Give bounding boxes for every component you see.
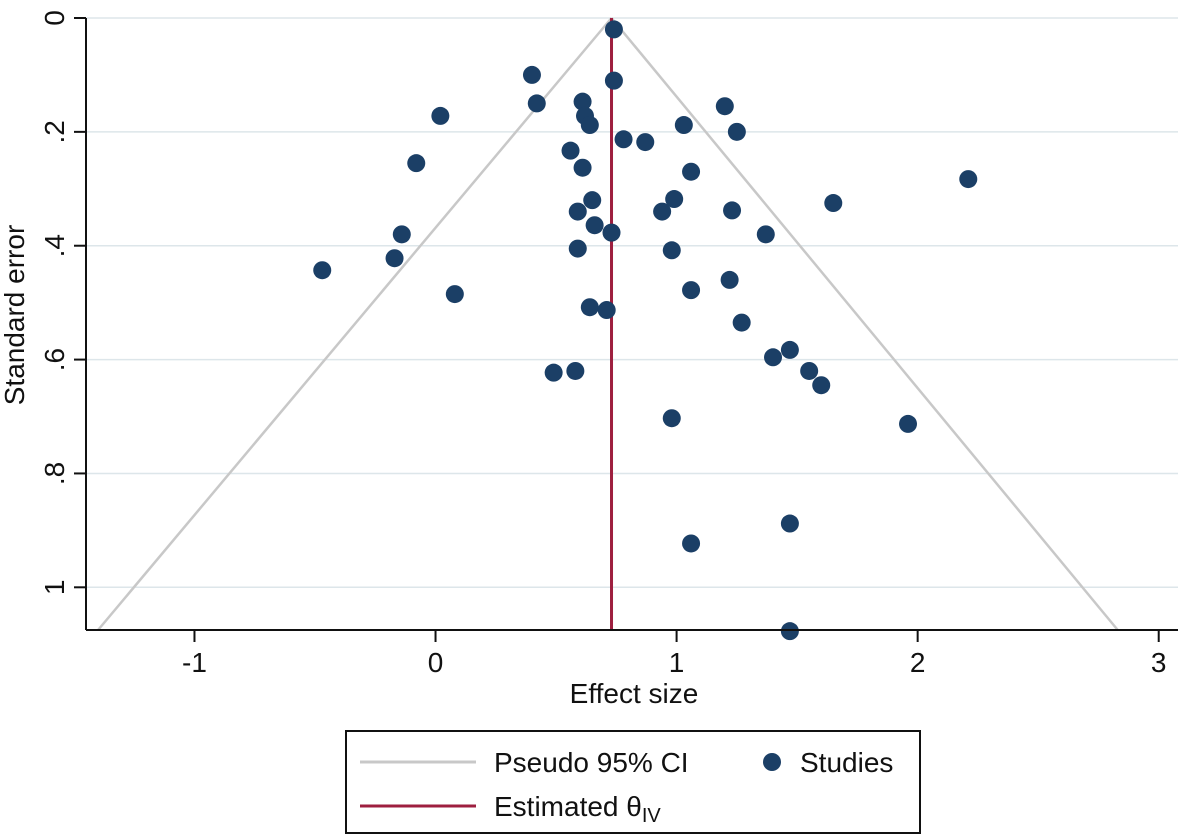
study-point-24 [585,216,604,235]
study-point-10 [727,122,746,141]
study-point-40 [800,361,819,380]
study-point-43 [812,376,831,395]
study-point-37 [732,313,751,332]
study-point-5 [431,106,450,125]
study-point-15 [573,158,592,177]
study-point-27 [756,225,775,244]
study-point-23 [723,201,742,220]
study-point-16 [682,162,701,181]
study-point-36 [597,301,616,320]
study-point-3 [527,94,546,113]
legend-ci-label: Pseudo 95% CI [494,747,689,778]
y-tick-label-0: 0 [39,10,70,26]
ci-right-line [610,17,1119,631]
y-tick-label-3: .6 [39,348,70,371]
legend-box [345,730,921,834]
legend-estimate-label: Estimated θIV [494,791,661,827]
study-point-11 [614,130,633,149]
study-point-17 [959,170,978,189]
study-point-31 [313,261,332,280]
axes [85,18,1178,631]
x-axis-title: Effect size [570,678,699,709]
legend-estimate-text: Estimated θ [494,791,642,822]
study-point-7 [580,116,599,135]
legend-estimate-subscript: IV [642,805,662,827]
legend-studies-label: Studies [800,747,893,778]
y-tick-label-1: .2 [39,120,70,143]
pseudo-ci-lines [97,17,1119,631]
study-point-19 [665,190,684,209]
study-point-9 [674,116,693,135]
x-tick-label-3: 2 [910,647,926,678]
study-point-39 [764,348,783,367]
ci-left-line [97,17,613,631]
study-point-29 [662,241,681,260]
gridlines [86,17,1178,589]
study-point-46 [780,514,799,533]
study-point-38 [780,340,799,359]
x-tick-label-1: 0 [428,647,444,678]
study-point-47 [682,534,701,553]
study-point-14 [407,154,426,173]
study-point-30 [385,249,404,268]
y-tick-label-2: .4 [39,234,70,257]
study-point-41 [566,361,585,380]
x-ticks: -1 0 1 2 3 [182,630,1167,678]
study-point-42 [544,363,563,382]
study-point-32 [720,270,739,289]
y-axis-title: Standard error [0,225,30,406]
study-point-4 [573,92,592,111]
x-tick-label-0: -1 [182,647,207,678]
legend-studies-marker [763,753,781,771]
x-tick-label-2: 1 [669,647,685,678]
study-points [313,20,978,641]
x-tick-label-4: 3 [1151,647,1167,678]
study-point-1 [604,71,623,90]
study-point-0 [604,20,623,39]
y-tick-label-4: .8 [39,462,70,485]
study-point-34 [445,285,464,304]
study-point-35 [580,298,599,317]
study-point-21 [568,202,587,221]
study-point-12 [636,133,655,152]
study-point-44 [662,409,681,428]
study-point-26 [392,225,411,244]
study-point-45 [899,414,918,433]
study-point-2 [522,65,541,84]
study-point-13 [561,141,580,160]
study-point-28 [568,239,587,258]
study-point-18 [583,191,602,210]
study-point-48 [780,622,799,641]
y-tick-label-5: 1 [39,580,70,596]
study-point-25 [602,223,621,242]
study-point-8 [715,97,734,116]
y-ticks: 0 .2 .4 .6 .8 1 [39,10,86,595]
study-point-20 [824,194,843,213]
study-point-22 [653,202,672,221]
study-point-33 [682,281,701,300]
legend: Pseudo 95% CI Studies Estimated θIV [345,730,921,834]
